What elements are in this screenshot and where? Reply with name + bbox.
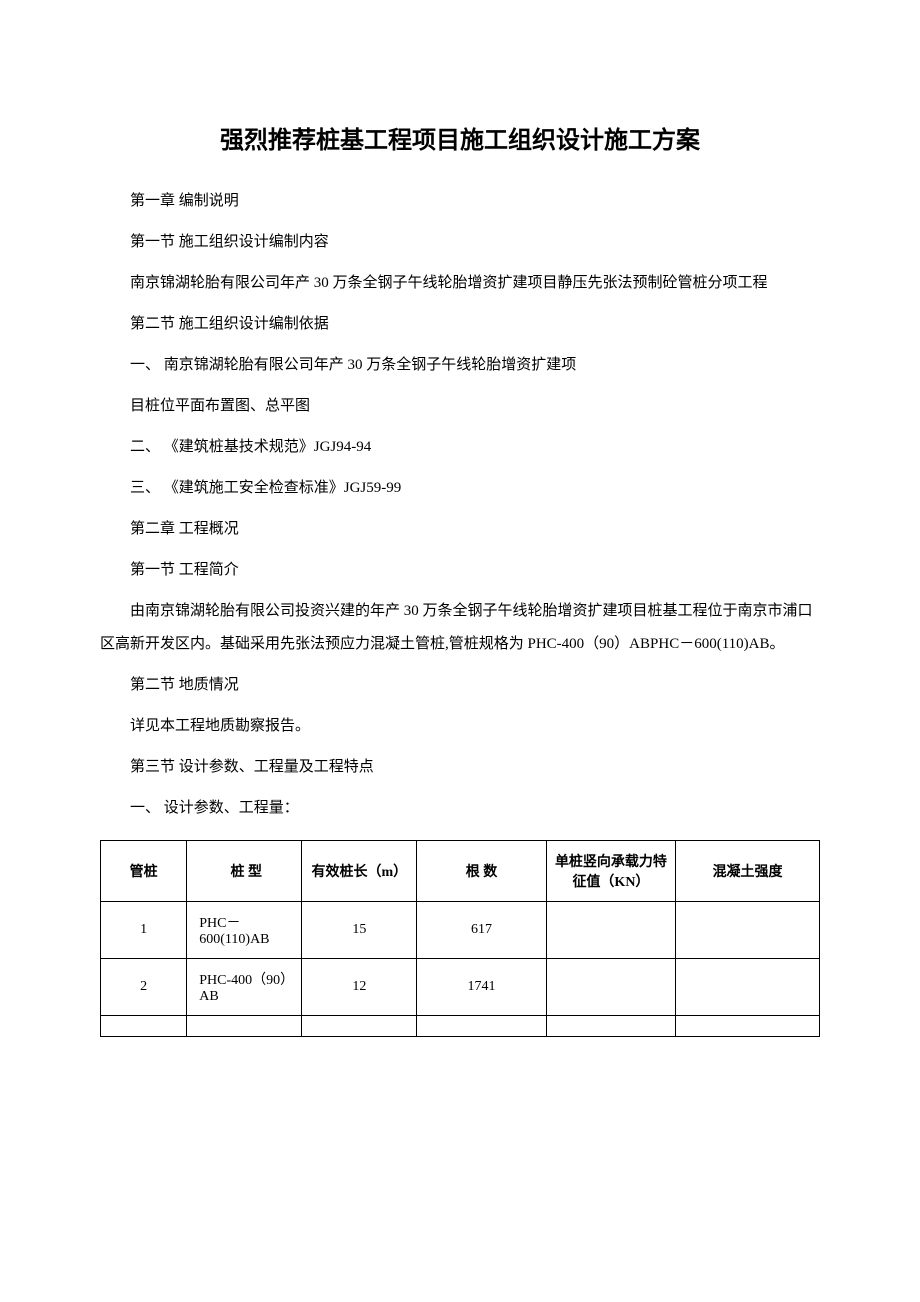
table-cell (676, 902, 820, 959)
table-cell (546, 959, 675, 1016)
table-header-pile-pipe: 管桩 (101, 841, 187, 902)
table-cell (417, 1016, 546, 1037)
table-cell (546, 1016, 675, 1037)
table-cell (302, 1016, 417, 1037)
table-cell (101, 1016, 187, 1037)
table-cell: 15 (302, 902, 417, 959)
section-1-1-heading: 第一节 施工组织设计编制内容 (100, 226, 820, 259)
section-1-1-content: 南京锦湖轮胎有限公司年产 30 万条全钢子午线轮胎增资扩建项目静压先张法预制砼管… (100, 267, 820, 300)
table-row: 1 PHC－600(110)AB 15 617 (101, 902, 820, 959)
section-2-3-item-1: 一、 设计参数、工程量： (100, 792, 820, 825)
table-cell: 2 (101, 959, 187, 1016)
table-header-row: 管桩 桩 型 有效桩长（m） 根 数 单桩竖向承载力特征值（KN） 混凝土强度 (101, 841, 820, 902)
item-1-cont: 目桩位平面布置图、总平图 (100, 390, 820, 423)
table-cell: 1 (101, 902, 187, 959)
item-1: 一、 南京锦湖轮胎有限公司年产 30 万条全钢子午线轮胎增资扩建项 (100, 349, 820, 382)
table-header-capacity: 单桩竖向承载力特征值（KN） (546, 841, 675, 902)
table-header-length: 有效桩长（m） (302, 841, 417, 902)
table-cell (546, 902, 675, 959)
table-header-count: 根 数 (417, 841, 546, 902)
table-cell (676, 1016, 820, 1037)
document-title: 强烈推荐桩基工程项目施工组织设计施工方案 (100, 120, 820, 155)
section-2-1-content: 由南京锦湖轮胎有限公司投资兴建的年产 30 万条全钢子午线轮胎增资扩建项目桩基工… (100, 595, 820, 661)
table-header-strength: 混凝土强度 (676, 841, 820, 902)
table-cell: 12 (302, 959, 417, 1016)
table-row: 2 PHC-400（90）AB 12 1741 (101, 959, 820, 1016)
table-cell: 617 (417, 902, 546, 959)
table-cell (676, 959, 820, 1016)
table-row (101, 1016, 820, 1037)
table-cell: PHC-400（90）AB (187, 959, 302, 1016)
section-2-1-heading: 第一节 工程简介 (100, 554, 820, 587)
table-cell: PHC－600(110)AB (187, 902, 302, 959)
section-2-2-content: 详见本工程地质勘察报告。 (100, 710, 820, 743)
table-cell: 1741 (417, 959, 546, 1016)
table-cell (187, 1016, 302, 1037)
table-header-pile-type: 桩 型 (187, 841, 302, 902)
section-2-3-heading: 第三节 设计参数、工程量及工程特点 (100, 751, 820, 784)
section-1-2-heading: 第二节 施工组织设计编制依据 (100, 308, 820, 341)
section-2-2-heading: 第二节 地质情况 (100, 669, 820, 702)
chapter-1-heading: 第一章 编制说明 (100, 185, 820, 218)
chapter-2-heading: 第二章 工程概况 (100, 513, 820, 546)
item-2: 二、 《建筑桩基技术规范》JGJ94-94 (100, 431, 820, 464)
parameters-table: 管桩 桩 型 有效桩长（m） 根 数 单桩竖向承载力特征值（KN） 混凝土强度 … (100, 840, 820, 1037)
item-3: 三、 《建筑施工安全检查标准》JGJ59-99 (100, 472, 820, 505)
